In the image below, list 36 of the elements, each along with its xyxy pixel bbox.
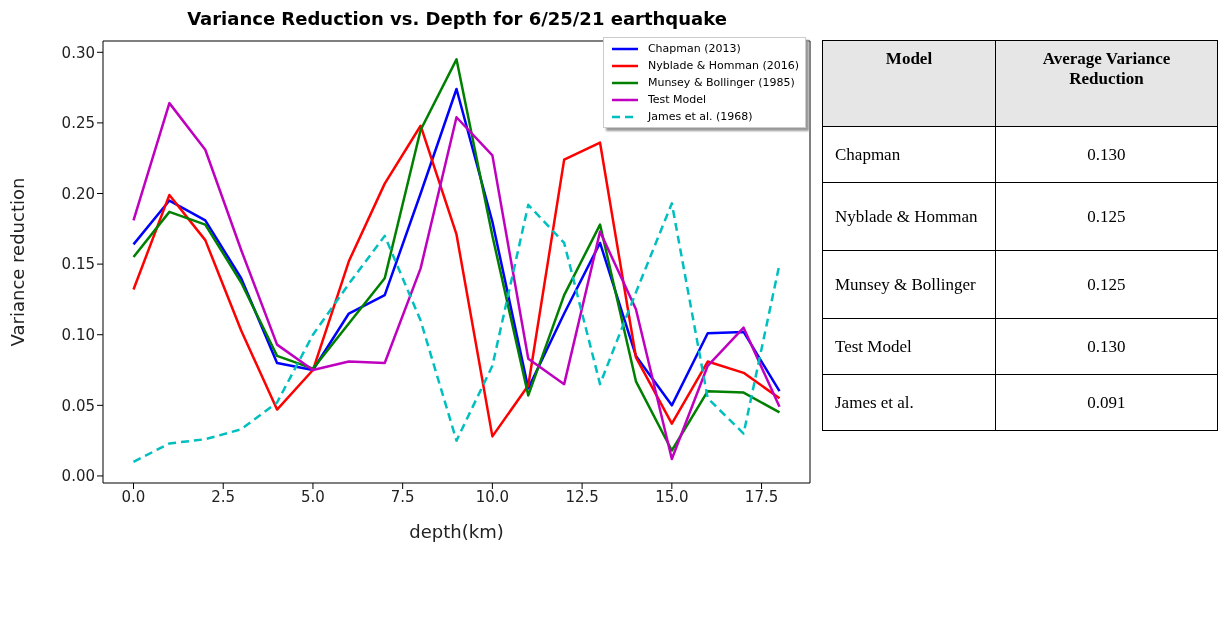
category-label: Test Model [822,318,996,375]
x-tick-label: 10.0 [475,487,510,506]
category-label: Chapman [822,126,996,183]
y-tick-label: 0.25 [61,114,95,133]
text: 0.125 [1087,206,1126,226]
category-label: Nyblade & Homman [822,182,996,251]
x-tick-label: 12.5 [565,487,599,506]
x-tick-label: 2.5 [211,487,236,506]
text: 0.130 [1087,336,1126,356]
legend-label: Test Model [647,93,707,106]
x-axis-title: depth(km) [409,521,504,542]
y-tick-label: 0.30 [61,43,95,62]
category-label: James et al. [822,374,996,431]
x-tick-label: 17.5 [744,487,779,506]
legend-label: James et al. (1968) [647,110,753,123]
legend-label: Nyblade & Homman (2016) [647,59,799,72]
y-tick-label: 0.05 [61,396,95,415]
text: Model [822,40,996,127]
y-tick-label: 0.10 [61,326,95,345]
text: 0.091 [1087,392,1126,412]
chart-title: Variance Reduction vs. Depth for 6/25/21 earthquake [186,8,728,31]
x-tick-label: 7.5 [390,487,415,506]
legend-label: Chapman (2013) [647,42,741,55]
y-tick-label: 0.20 [61,184,95,203]
x-tick-label: 0.0 [121,487,146,506]
y-tick-label: 0.00 [61,467,95,486]
y-tick-label: 0.15 [61,255,95,274]
x-tick-label: 5.0 [301,487,325,506]
text: Average Variance Reduction [995,40,1218,127]
text: 0.125 [1087,274,1126,294]
line-series [132,202,781,464]
legend-label: Munsey & Bollinger (1985) [647,76,795,89]
y-axis-title: Variance reduction [7,177,29,347]
category-label: Munsey & Bollinger [822,250,996,319]
x-tick-label: 15.0 [655,487,689,506]
text: 0.130 [1087,144,1126,164]
